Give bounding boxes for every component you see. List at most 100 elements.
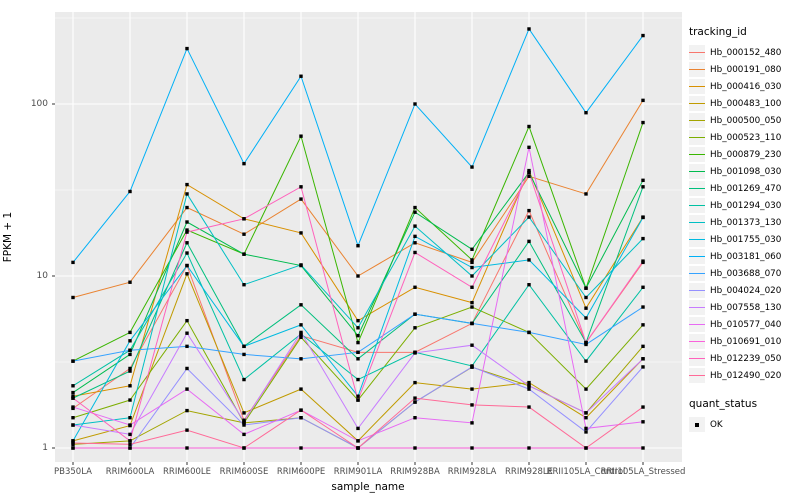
data-point xyxy=(356,333,360,338)
data-point xyxy=(470,403,474,407)
data-point xyxy=(299,231,303,235)
legend-item-quant: OK xyxy=(689,416,799,433)
legend-item: Hb_000500_050 xyxy=(689,112,799,129)
data-point xyxy=(470,446,474,450)
x-axis-title: sample_name xyxy=(331,481,405,493)
x-tick-label: RRIM600PE xyxy=(276,467,326,477)
data-point xyxy=(242,411,246,415)
data-point xyxy=(128,423,132,427)
legend-item-label: Hb_001098_030 xyxy=(710,166,782,177)
legend-item: Hb_001373_130 xyxy=(689,214,799,231)
data-point xyxy=(413,234,417,239)
data-point xyxy=(641,185,645,189)
legend-item: Hb_007558_130 xyxy=(689,299,799,316)
legend: tracking_id Hb_000152_480 Hb_000191_080 Hb… xyxy=(689,26,799,433)
data-point xyxy=(356,340,360,345)
data-point xyxy=(584,411,588,415)
data-point xyxy=(413,312,417,316)
legend-item: Hb_000879_230 xyxy=(689,146,799,163)
legend-item: Hb_001098_030 xyxy=(689,163,799,180)
data-point xyxy=(128,348,132,352)
legend-line-swatch xyxy=(689,306,705,309)
legend-item-label: Hb_004024_020 xyxy=(710,285,782,296)
legend-item-label: Hb_010691_010 xyxy=(710,336,782,347)
legend-key-line-icon xyxy=(689,147,705,162)
legend-key-line-icon xyxy=(689,181,705,196)
data-point xyxy=(413,250,417,255)
legend-key-line-icon xyxy=(689,317,705,332)
data-point xyxy=(185,344,189,349)
data-point xyxy=(470,274,474,278)
x-tick-label: RRIM901LA xyxy=(333,467,383,477)
legend-key-line-icon xyxy=(689,266,705,281)
data-point xyxy=(413,400,417,404)
data-point xyxy=(641,344,645,349)
legend-line-swatch xyxy=(689,340,705,343)
legend-line-swatch xyxy=(689,153,705,156)
data-point xyxy=(470,305,474,309)
data-point xyxy=(527,208,531,213)
data-point xyxy=(185,220,189,224)
legend-key-line-icon xyxy=(689,96,705,111)
data-point xyxy=(356,446,360,450)
data-point xyxy=(299,185,303,189)
data-point xyxy=(299,416,303,420)
data-point xyxy=(242,446,246,450)
data-point xyxy=(470,285,474,289)
data-point xyxy=(413,396,417,400)
legend-line-swatch xyxy=(689,51,705,54)
data-point xyxy=(527,145,531,150)
data-point xyxy=(527,380,531,385)
data-point xyxy=(242,377,246,382)
data-point xyxy=(71,416,75,420)
data-point xyxy=(71,295,75,300)
data-point xyxy=(128,442,132,447)
legend-item: Hb_001755_030 xyxy=(689,231,799,248)
data-point xyxy=(584,286,588,290)
data-point xyxy=(71,384,75,388)
data-point xyxy=(299,323,303,327)
data-point xyxy=(242,252,246,256)
data-point xyxy=(299,408,303,412)
data-point xyxy=(527,405,531,409)
legend-item-label: Hb_001755_030 xyxy=(710,234,782,245)
data-point xyxy=(356,357,360,361)
legend-item: Hb_003688_070 xyxy=(689,265,799,282)
data-point xyxy=(413,380,417,385)
data-point xyxy=(71,396,75,400)
data-point xyxy=(584,446,588,450)
data-point xyxy=(299,446,303,450)
legend-title-tracking-id: tracking_id xyxy=(689,26,747,38)
data-point xyxy=(527,446,531,450)
data-point xyxy=(128,398,132,402)
data-point xyxy=(641,285,645,289)
data-point xyxy=(470,387,474,391)
legend-key-line-icon xyxy=(689,130,705,145)
data-point xyxy=(641,405,645,409)
data-point xyxy=(527,330,531,335)
legend-item-label: Hb_000152_480 xyxy=(710,47,782,58)
data-point xyxy=(242,232,246,236)
legend-item-label: Hb_000523_110 xyxy=(710,132,782,143)
legend-item-label: Hb_007558_130 xyxy=(710,302,782,313)
legend-item-label: Hb_001294_030 xyxy=(710,200,782,211)
data-point xyxy=(185,228,189,232)
data-point xyxy=(356,244,360,248)
data-point xyxy=(641,236,645,241)
data-point xyxy=(356,439,360,443)
data-point xyxy=(356,318,360,323)
data-point xyxy=(584,387,588,391)
data-point xyxy=(299,197,303,201)
data-point xyxy=(185,192,189,196)
legend-item-label: Hb_000879_230 xyxy=(710,149,782,160)
data-point xyxy=(299,330,303,335)
legend-item: Hb_000191_080 xyxy=(689,61,799,78)
data-point xyxy=(71,394,75,398)
data-point xyxy=(356,398,360,402)
data-point xyxy=(299,387,303,391)
legend-item: Hb_012490_020 xyxy=(689,367,799,384)
legend-key-line-icon xyxy=(689,45,705,60)
data-point xyxy=(356,274,360,278)
legend-title-quant-status: quant_status xyxy=(689,398,758,410)
